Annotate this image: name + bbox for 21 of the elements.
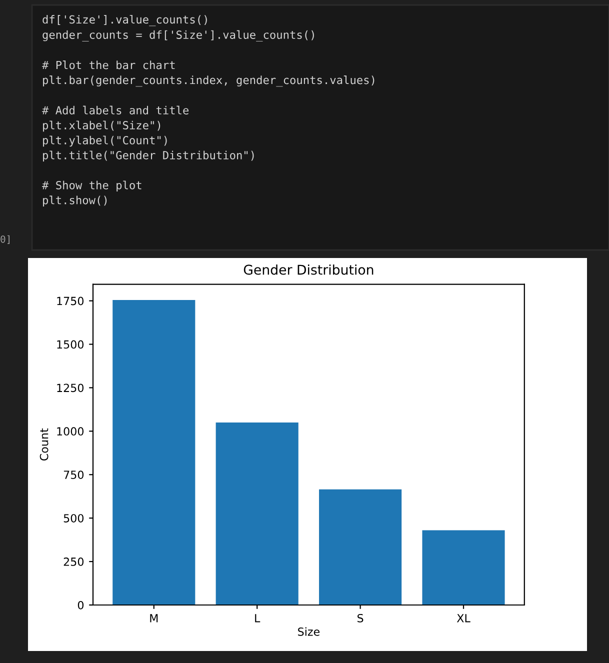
- bar: [216, 422, 298, 605]
- chart-title: Gender Distribution: [244, 264, 374, 275]
- y-axis-title: Count: [40, 428, 48, 461]
- y-tick-label: 1000: [57, 427, 84, 436]
- x-tick-label: M: [150, 614, 158, 622]
- bar: [112, 300, 196, 605]
- y-tick-label: 0: [78, 600, 84, 610]
- y-tick-label: 1250: [57, 384, 84, 392]
- y-tick-label: 1500: [57, 340, 84, 349]
- x-tick-label: L: [255, 614, 260, 622]
- x-tick-label: S: [358, 614, 364, 622]
- x-axis-title: Size: [298, 627, 320, 636]
- y-tick-label: 1750: [57, 296, 84, 306]
- text: df['Size'].value_counts() gender_counts = df['Size'].value_counts() # Plot the bar chart plt.bar(gender_counts.index, gender_counts.values) # Add labels and title plt.xlabel("Size") plt.ylabel("Count") plt.title("Gender Distribution") # Show the plot plt.show(): [42, 15, 374, 206]
- y-tick-label: 500: [64, 514, 84, 522]
- bar: [422, 530, 505, 605]
- y-tick-label: 250: [64, 558, 84, 566]
- bar: [319, 489, 402, 605]
- y-tick-label: 750: [64, 470, 84, 480]
- x-tick-label: XL: [456, 614, 470, 622]
- text: 0]: [0, 235, 10, 244]
